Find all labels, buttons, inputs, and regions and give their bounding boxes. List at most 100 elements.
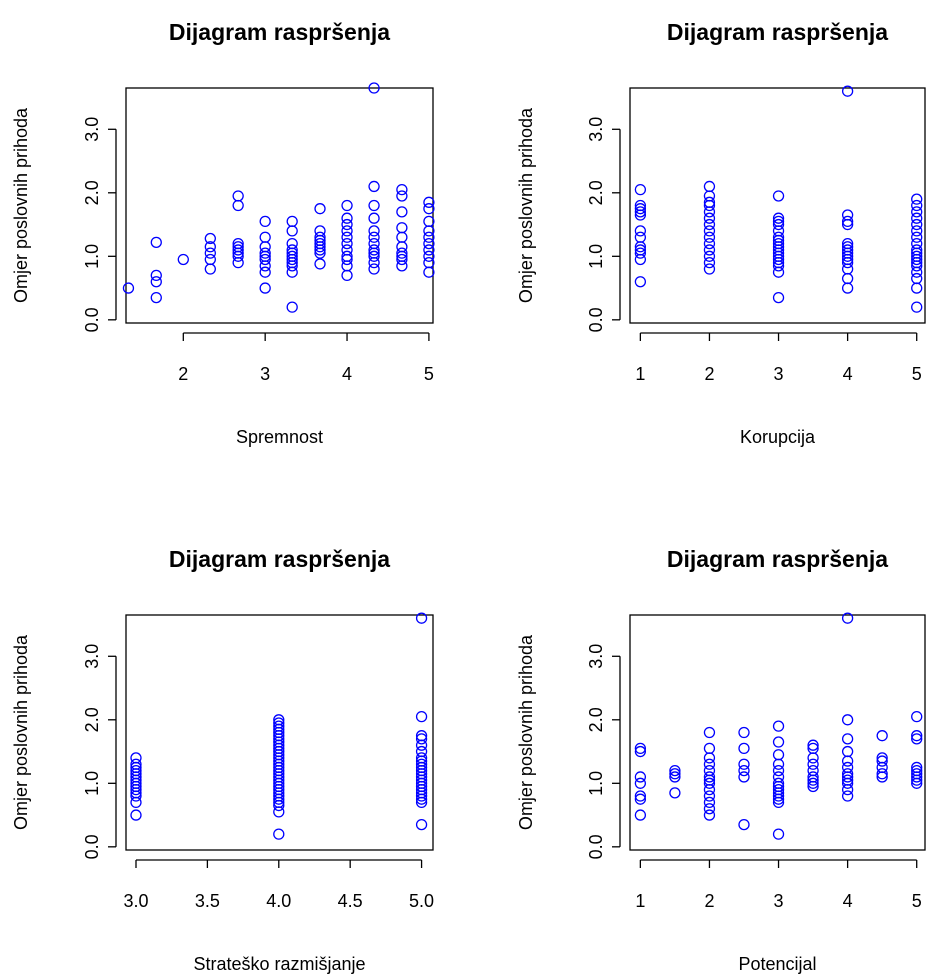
data-point	[703, 790, 716, 802]
data-point	[738, 726, 750, 739]
x-tick-label: 5	[912, 364, 922, 384]
data-point	[911, 761, 923, 774]
x-tick-label: 3.5	[195, 891, 220, 911]
x-tick-label: 4	[843, 364, 853, 384]
data-point	[634, 777, 647, 789]
data-point	[911, 218, 923, 231]
data-point	[841, 768, 854, 780]
y-axis-label: Omjer poslovnih prihoda	[11, 634, 31, 830]
data-point	[204, 263, 216, 275]
data-point	[703, 803, 716, 815]
data-point	[150, 291, 162, 304]
y-tick-label: 0.0	[82, 307, 102, 332]
data-point	[232, 190, 244, 202]
data-point	[273, 720, 285, 732]
x-tick-label: 1	[635, 891, 645, 911]
data-point	[259, 282, 271, 294]
data-point	[807, 752, 819, 764]
data-point	[911, 272, 923, 285]
data-point	[772, 777, 785, 789]
plot-frame	[125, 87, 434, 324]
scatter-panel-1: Dijagram raspršenja 2 3 4 5 0.0 1.0 2.0 3.0 Sprem…	[11, 19, 435, 447]
plot-frame	[125, 614, 434, 851]
data-point	[341, 269, 353, 282]
x-tick-label: 3	[260, 364, 270, 384]
x-tick-label: 2	[704, 364, 714, 384]
data-point	[368, 199, 380, 212]
data-point	[150, 276, 162, 288]
data-point	[273, 717, 285, 729]
data-point	[177, 253, 189, 266]
data-point	[415, 612, 428, 624]
data-point	[738, 742, 750, 755]
y-axis-label: Omjer poslovnih prihoda	[516, 107, 536, 303]
data-point	[423, 257, 435, 269]
data-point	[841, 209, 854, 221]
data-point	[415, 710, 428, 723]
data-point	[911, 768, 923, 780]
data-point	[415, 733, 428, 745]
data-point	[772, 215, 785, 228]
y-tick-label: 1.0	[82, 244, 102, 269]
data-point	[314, 258, 326, 270]
data-point	[841, 790, 854, 802]
y-tick-label: 0.0	[586, 834, 606, 859]
y-axis-label: Omjer poslovnih prihoda	[516, 634, 536, 830]
y-tick-label: 3.0	[82, 117, 102, 142]
data-point	[911, 764, 923, 777]
data-point	[314, 231, 326, 243]
data-point	[911, 225, 923, 237]
data-point	[634, 742, 647, 755]
data-point	[703, 225, 716, 237]
data-point	[772, 764, 785, 777]
data-point	[772, 231, 785, 243]
data-point	[286, 225, 298, 237]
data-point	[703, 250, 716, 262]
data-point	[911, 730, 923, 742]
data-point	[259, 247, 271, 259]
data-point	[841, 612, 854, 624]
data-point	[911, 206, 923, 218]
scatter-panel-3: Dijagram raspršenja 3.0 3.5 4.0 4.5 5.0 0.0 1.0…	[11, 546, 434, 974]
data-point	[634, 276, 647, 288]
y-tick-label: 1.0	[586, 244, 606, 269]
data-point	[703, 726, 716, 739]
y-tick-label: 2.0	[82, 707, 102, 732]
data-point	[396, 231, 408, 243]
data-point	[368, 237, 380, 250]
data-point	[911, 301, 923, 313]
x-tick-label: 5	[424, 364, 434, 384]
data-point	[341, 212, 353, 224]
data-point	[703, 218, 716, 231]
data-point	[634, 809, 647, 821]
data-point	[314, 225, 326, 237]
data-point	[807, 764, 819, 777]
x-tick-label: 1	[635, 364, 645, 384]
scatter-panel-4: Dijagram raspršenja 1 2 3 4 5 0.0 1.0 2.0 3.0 Pote…	[516, 546, 926, 974]
data-point	[286, 250, 298, 262]
data-point	[122, 282, 135, 294]
y-tick-label: 3.0	[586, 644, 606, 669]
data-point	[368, 231, 380, 243]
data-point	[841, 714, 854, 726]
data-point	[259, 231, 271, 243]
data-point	[286, 244, 298, 256]
data-point	[259, 266, 271, 278]
data-point	[841, 272, 854, 285]
data-point	[150, 236, 162, 248]
data-point	[341, 231, 353, 243]
y-tick-label: 2.0	[586, 180, 606, 205]
data-point	[703, 257, 716, 269]
data-point	[368, 82, 380, 94]
data-point	[911, 710, 923, 723]
data-point	[368, 250, 380, 262]
chart-title: Dijagram raspršenja	[667, 19, 888, 45]
data-point	[772, 828, 785, 840]
data-point	[703, 244, 716, 256]
data-point	[703, 796, 716, 809]
data-point	[314, 237, 326, 250]
data-point	[703, 237, 716, 250]
data-point	[703, 742, 716, 755]
data-point	[772, 720, 785, 732]
